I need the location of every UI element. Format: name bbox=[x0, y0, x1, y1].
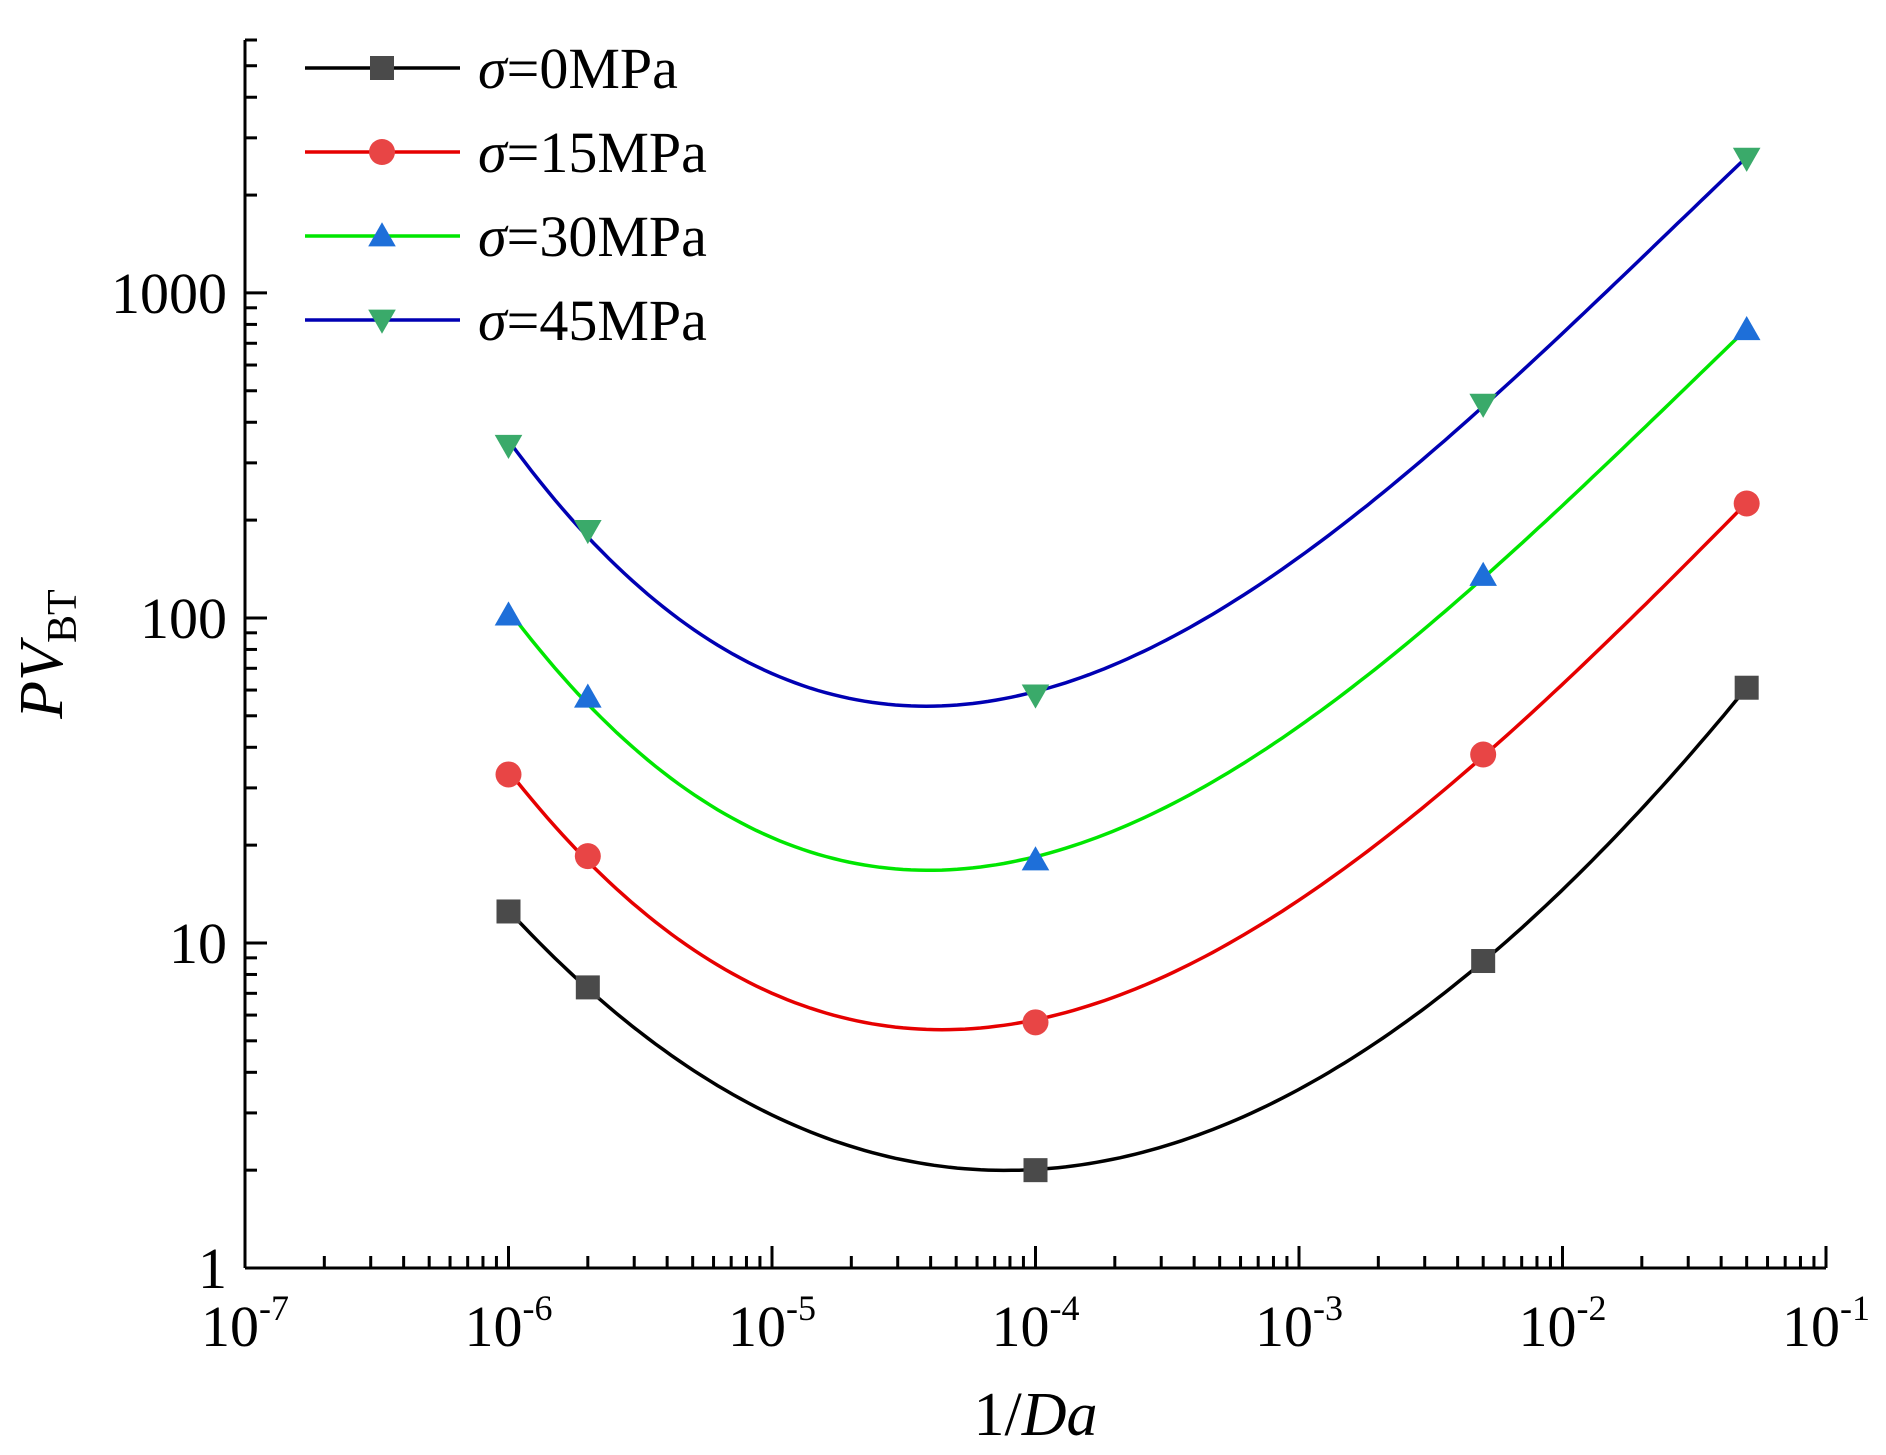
data-point bbox=[495, 761, 522, 788]
legend-marker bbox=[370, 56, 394, 80]
series-line bbox=[507, 327, 1748, 873]
data-point bbox=[1469, 561, 1497, 586]
y-tick-label: 100 bbox=[140, 586, 227, 651]
legend-label: σ=45MPa bbox=[478, 288, 707, 353]
series-line bbox=[507, 501, 1748, 1032]
data-point bbox=[1022, 1009, 1049, 1036]
data-point bbox=[574, 843, 601, 870]
data-point bbox=[1471, 949, 1496, 974]
data-point bbox=[1734, 675, 1759, 700]
legend-item: σ=45MPa bbox=[305, 288, 707, 353]
data-point bbox=[1732, 147, 1761, 172]
ticks bbox=[243, 38, 1828, 1270]
legend-label: σ=15MPa bbox=[478, 120, 707, 185]
data-point bbox=[1021, 684, 1050, 709]
legend-label: σ=0MPa bbox=[478, 36, 678, 101]
data-point bbox=[1732, 316, 1761, 341]
x-tick-label: 10-5 bbox=[728, 1288, 816, 1359]
data-point bbox=[1470, 741, 1497, 768]
tick-labels: 10-7 10-6 10-5 10-4 10-3 10-2 10-1 1 10 100 1000 bbox=[111, 261, 1870, 1359]
legend-item: σ=30MPa bbox=[305, 204, 707, 269]
legend: σ=0MPa σ=15MPa σ=30MPa σ=45MPa bbox=[305, 36, 707, 353]
data-point bbox=[496, 899, 521, 924]
y-tick-label: 1 bbox=[198, 1236, 227, 1301]
legend-marker bbox=[369, 139, 395, 165]
data-point bbox=[494, 601, 523, 626]
data-point bbox=[1023, 1158, 1048, 1183]
legend-marker bbox=[368, 309, 396, 334]
x-tick-label: 10-4 bbox=[992, 1288, 1080, 1359]
y-axis-title: PVBT bbox=[8, 589, 86, 719]
legend-marker bbox=[368, 222, 396, 247]
x-tick-label: 10-7 bbox=[201, 1288, 289, 1359]
data-point bbox=[575, 975, 600, 1000]
data-point bbox=[574, 683, 602, 708]
series-lines bbox=[507, 155, 1749, 1173]
x-tick-label: 10-6 bbox=[465, 1288, 553, 1359]
data-point bbox=[1469, 393, 1497, 418]
series-line bbox=[507, 686, 1749, 1173]
y-tick-label: 1000 bbox=[111, 261, 227, 326]
series-markers bbox=[494, 147, 1761, 1183]
data-point bbox=[494, 434, 523, 460]
series-line bbox=[507, 155, 1748, 708]
data-point bbox=[1021, 846, 1050, 871]
x-tick-label: 10-3 bbox=[1255, 1288, 1343, 1359]
x-axis-title: 1/Da bbox=[973, 1381, 1097, 1449]
y-tick-label: 10 bbox=[169, 911, 227, 976]
legend-item: σ=0MPa bbox=[305, 36, 678, 101]
data-point bbox=[574, 519, 602, 545]
legend-label: σ=30MPa bbox=[478, 204, 707, 269]
legend-item: σ=15MPa bbox=[305, 120, 707, 185]
data-point bbox=[1733, 490, 1760, 517]
x-tick-label: 10-1 bbox=[1782, 1288, 1870, 1359]
x-tick-label: 10-2 bbox=[1519, 1288, 1607, 1359]
